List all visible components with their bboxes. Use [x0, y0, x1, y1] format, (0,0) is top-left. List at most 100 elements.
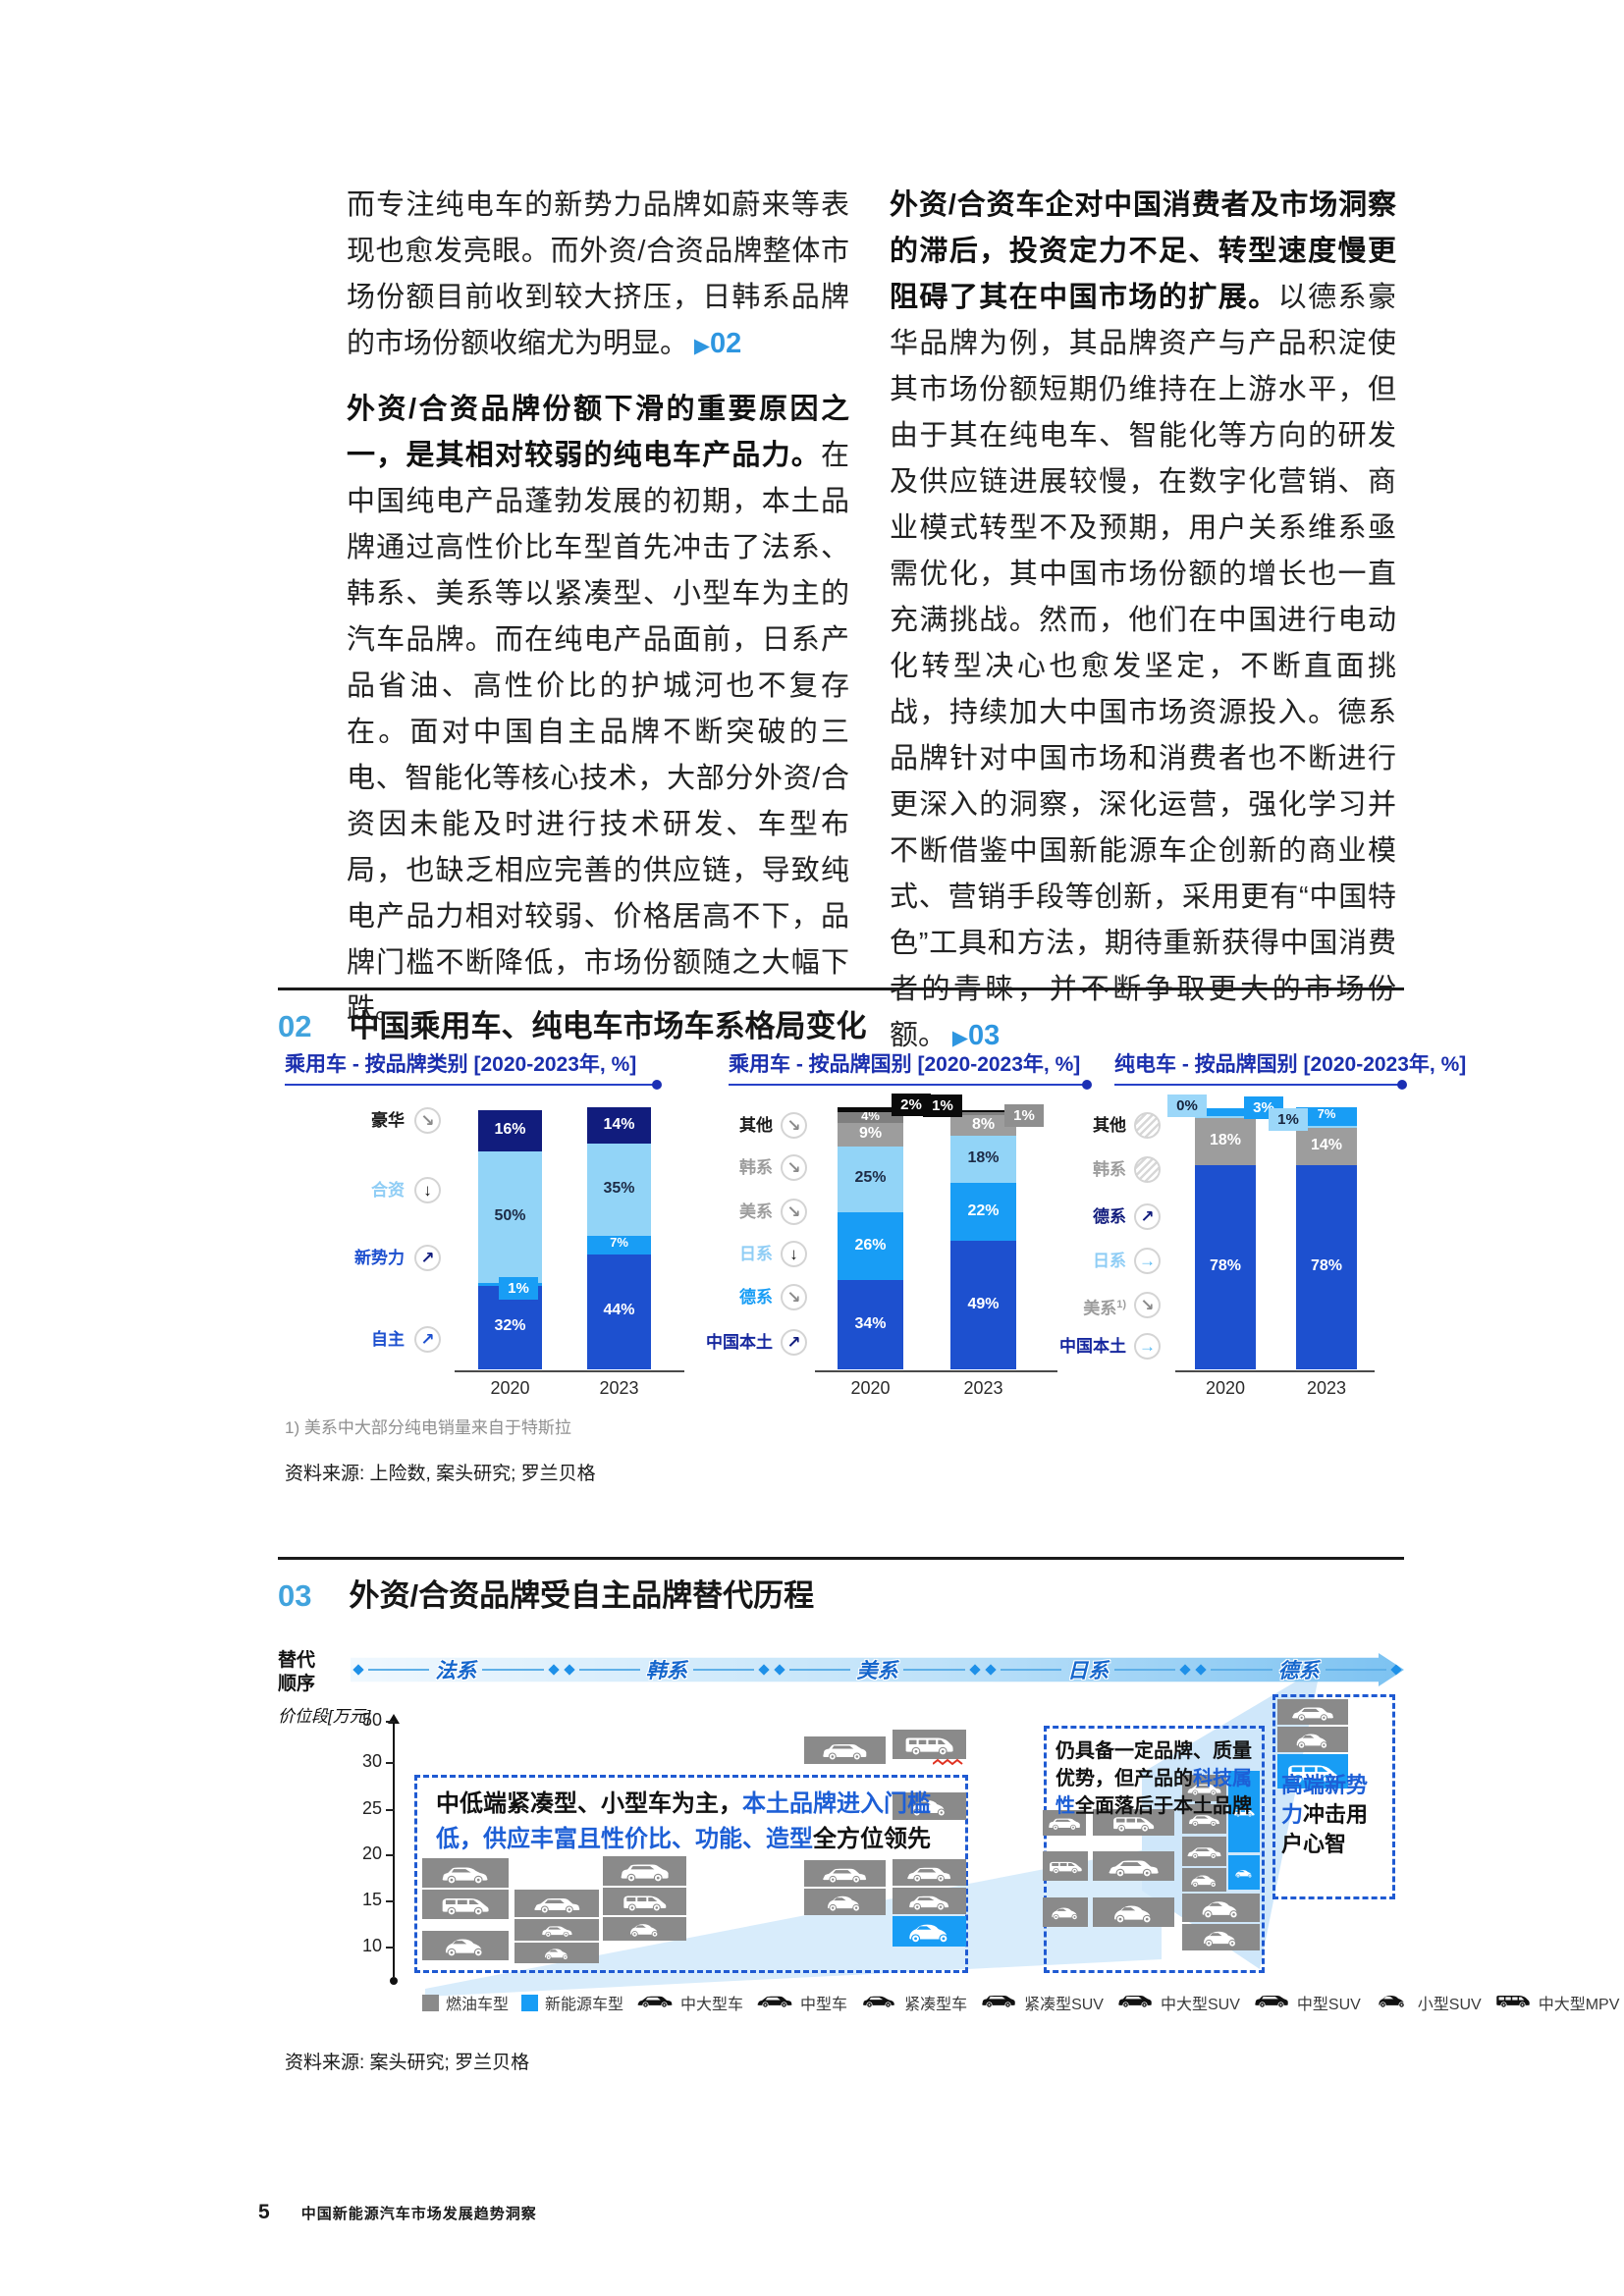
bar-value-label: 9%	[858, 1125, 883, 1143]
legend-item: 燃油车型	[422, 1991, 509, 2014]
bar-segment-韩系	[950, 1112, 1016, 1115]
car-box-mpv	[1093, 1809, 1174, 1836]
car-box-small	[1182, 1924, 1260, 1950]
x-axis-label: 2023	[599, 1378, 639, 1398]
legend-item-label: 中大型SUV	[1160, 1997, 1240, 2013]
legend-item-label: 小型SUV	[1417, 1997, 1482, 2013]
bar-value-callout: 1%	[1269, 1107, 1308, 1131]
x-axis-label: 2020	[490, 1378, 530, 1398]
legend-label-其他: 其他	[739, 1116, 773, 1135]
car-box-sedan	[1093, 1851, 1174, 1881]
callout-box-left	[414, 1775, 968, 1973]
car-box-small	[514, 1943, 599, 1963]
bar-segment-日系	[1296, 1125, 1357, 1129]
text-segment: 03	[968, 1020, 1001, 1051]
car-box-sedan	[1182, 1837, 1226, 1866]
legend-item-label: 燃油车型	[446, 1997, 510, 2013]
brand-name: 美系	[856, 1660, 898, 1682]
bar-segment-美系: 9%	[838, 1123, 903, 1148]
diamond-icon	[759, 1664, 770, 1675]
y-tick-label: 25	[361, 1798, 382, 1818]
bar-segment-中国本土: 49%	[950, 1241, 1016, 1369]
y-tick-mark	[386, 1809, 395, 1811]
chart3-subtitle-line	[1114, 1080, 1407, 1090]
text-segment: 02	[710, 328, 742, 359]
car-box-small-nev	[893, 1916, 966, 1947]
car-box-small	[603, 1917, 686, 1941]
car-glyph-hatch	[860, 1992, 897, 2013]
legend-label-中国本土: 中国本土	[1059, 1337, 1126, 1356]
car-box-sedan	[804, 1860, 886, 1887]
car-box-mpv	[422, 1890, 509, 1919]
page-number: 5	[258, 2201, 270, 2223]
bar-value-label: 22%	[967, 1201, 1000, 1219]
legend-item-label: 中大型MPV	[1538, 1997, 1620, 2013]
arrow-dr-icon: ↘	[781, 1112, 807, 1139]
car-box-mpv-nev	[1228, 1771, 1260, 1852]
replacement-timeline-diagram: 替代 顺序 法系 韩系 美系 日系 德系 价位段[万元] 50 30 25 20 15 10 中低端紧凑型、…	[278, 1645, 1619, 2038]
text-segment: 全方位领先	[813, 1826, 931, 1852]
figure02-source: 资料来源: 上险数, 案头研究; 罗兰贝格	[285, 1464, 596, 1484]
brand-name: 日系	[1067, 1660, 1110, 1682]
bar-value-label: 35%	[603, 1180, 635, 1198]
bar-value-label: 32%	[494, 1317, 526, 1335]
car-box-sedan	[1277, 1699, 1348, 1725]
separator-line	[579, 1669, 640, 1671]
bar-2023: 44% 7% 35% 14%	[587, 1090, 651, 1369]
sequence-segment: 韩系	[562, 1655, 773, 1684]
figure03-source: 资料来源: 案头研究; 罗兰贝格	[285, 2053, 530, 2073]
hatch-circle-icon	[1134, 1112, 1161, 1139]
separator-line	[482, 1669, 543, 1671]
car-box-small-nev	[1228, 1855, 1260, 1890]
bar-value-label: 14%	[603, 1115, 635, 1133]
diagram-legend: 燃油车型 新能源车型 中大型车 中型车 紧凑型车 紧凑型SUV 中大型SUV 中型SUV 小型S…	[422, 1991, 1619, 2014]
bar-segment-日系: 18%	[950, 1136, 1016, 1184]
sequence-segment: 美系	[772, 1655, 983, 1684]
car-glyph-small	[1374, 1992, 1411, 2013]
bar-segment-中国本土: 78%	[1195, 1164, 1256, 1369]
car-box-small	[1182, 1868, 1226, 1892]
arrow-r-icon: →	[1134, 1333, 1161, 1360]
car-box-van	[893, 1730, 966, 1759]
bar-segment-美系: 8%	[950, 1115, 1016, 1137]
bar-value-callout: 1%	[1004, 1104, 1044, 1128]
bar-value-label: 25%	[854, 1169, 887, 1187]
line-end-dot	[1082, 1080, 1092, 1090]
car-glyph-van	[1494, 1992, 1532, 2013]
bar-value-label: 78%	[1310, 1256, 1343, 1274]
chart-passenger-by-type: 豪华 ↘ 合资 ↓ 新势力 ↗ 自主 ↗ 32% 50% 16% 1% 2020 44% 7% 35% 14% 2…	[295, 1090, 687, 1414]
car-box-suv	[1043, 1810, 1086, 1836]
car-glyph-suv	[980, 1992, 1017, 2013]
y-tick-label: 50	[361, 1710, 382, 1730]
car-box-small	[1277, 1727, 1348, 1752]
bar-segment-其他	[838, 1107, 903, 1113]
line-end-dot	[1397, 1080, 1407, 1090]
chart2-subtitle: 乘用车 - 按品牌国别 [2020-2023年, %]	[729, 1048, 1092, 1090]
figure02-header: 02 中国乘用车、纯电车市场车系格局变化	[278, 1001, 866, 1045]
bar-value-label: 18%	[967, 1149, 1000, 1167]
car-box-hatch	[893, 1888, 966, 1914]
separator-line	[1326, 1669, 1386, 1671]
bar-segment-美系: 18%	[1195, 1117, 1256, 1165]
bar-2020: 34% 26% 25% 9% 4%	[838, 1090, 903, 1369]
arrow-ur-icon: ↗	[781, 1329, 807, 1356]
bar-value-label: 78%	[1209, 1256, 1242, 1274]
paragraph: 外资/合资品牌份额下滑的重要原因之一，是其相对较弱的纯电车产品力。在中国纯电产品…	[347, 387, 849, 1033]
figure02-top-rule	[278, 988, 1404, 990]
brand-name: 德系	[1277, 1660, 1320, 1682]
figure02-title: 中国乘用车、纯电车市场车系格局变化	[349, 1009, 867, 1043]
legend-label-日系: 日系	[739, 1245, 773, 1263]
arrow-dr-icon: ↘	[414, 1107, 441, 1134]
bar-segment-其他	[950, 1109, 1016, 1113]
separator-line	[1001, 1669, 1061, 1671]
arrow-dr-icon: ↘	[781, 1284, 807, 1310]
arrow-dr-icon: ↘	[781, 1199, 807, 1225]
legend-item: 小型SUV	[1374, 1991, 1482, 2014]
diamond-icon	[969, 1664, 980, 1675]
diamond-icon	[1180, 1664, 1191, 1675]
page-footer: 5 中国新能源汽车市场发展趋势洞察	[258, 2201, 537, 2224]
car-box-sedan	[514, 1890, 599, 1917]
legend-label-韩系: 韩系	[739, 1158, 773, 1177]
car-box-sedan	[893, 1859, 966, 1886]
x-axis-label: 2023	[1306, 1378, 1347, 1398]
